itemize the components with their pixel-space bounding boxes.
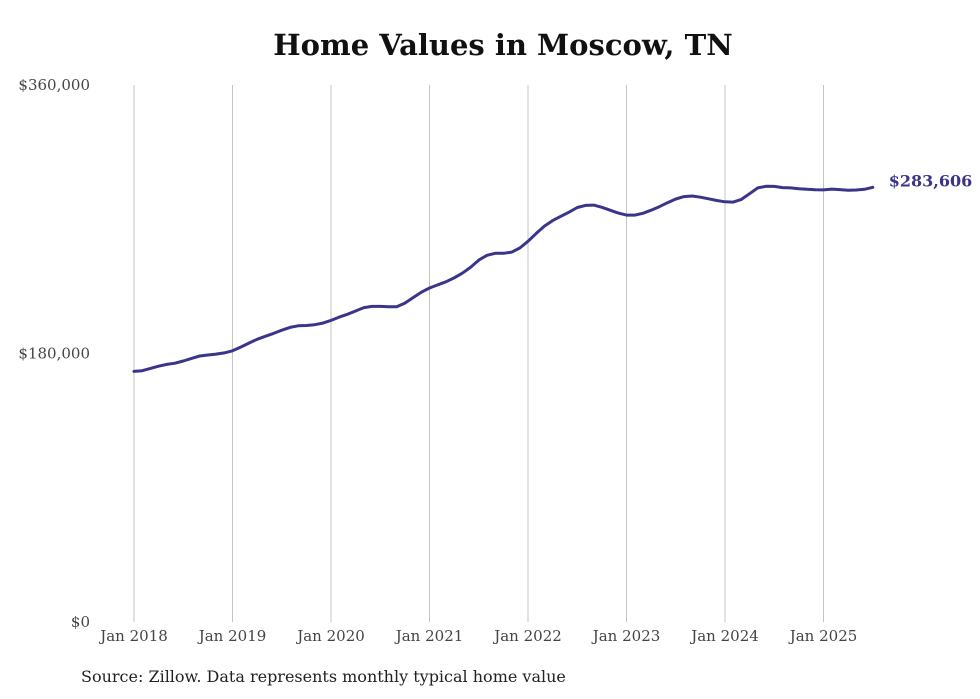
x-tick-label: Jan 2024 xyxy=(689,627,759,645)
x-tick-label: Jan 2025 xyxy=(788,627,858,645)
x-tick-label: Jan 2018 xyxy=(98,627,168,645)
x-tick-label: Jan 2020 xyxy=(295,627,365,645)
y-tick-label: $0 xyxy=(71,613,90,631)
y-tick-label: $180,000 xyxy=(18,345,90,363)
series-line xyxy=(132,184,875,373)
x-tick-label: Jan 2019 xyxy=(197,627,267,645)
x-tick-label: Jan 2021 xyxy=(394,627,464,645)
source-note: Source: Zillow. Data represents monthly … xyxy=(81,667,566,686)
y-tick-label: $360,000 xyxy=(18,76,90,94)
x-tick-label: Jan 2023 xyxy=(591,627,661,645)
x-tick-label: Jan 2022 xyxy=(492,627,562,645)
chart-title: Home Values in Moscow, TN xyxy=(273,28,733,62)
end-value-label: $283,606 xyxy=(889,171,973,190)
